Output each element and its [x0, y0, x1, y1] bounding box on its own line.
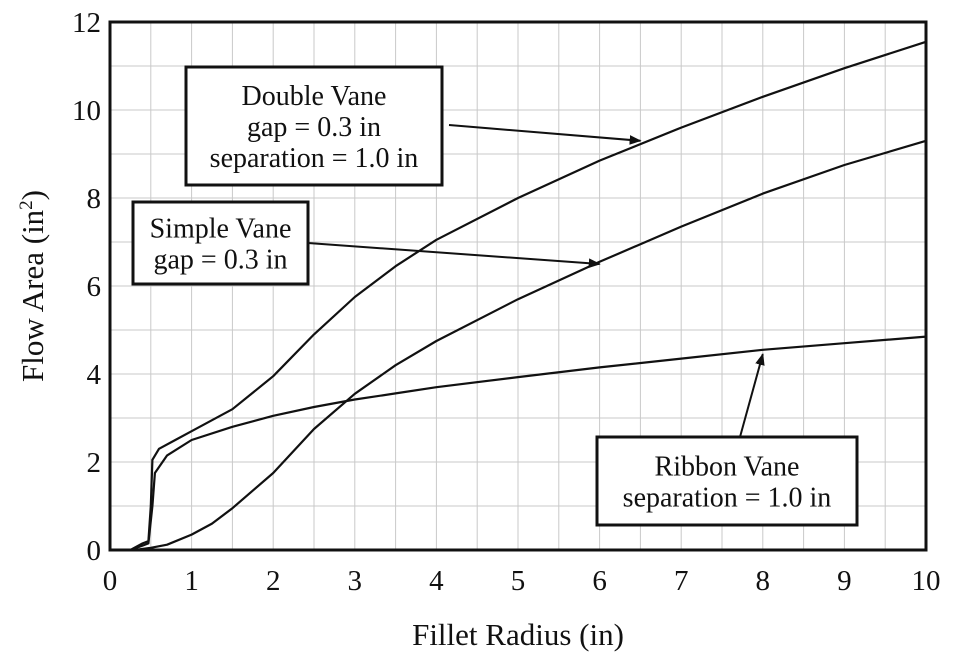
annotation-arrow — [448, 124, 642, 145]
x-tick-label: 5 — [511, 565, 526, 597]
annotation-box — [131, 200, 310, 286]
x-tick-label: 10 — [912, 565, 941, 597]
series-line-1 — [129, 40, 927, 551]
x-tick-label: 7 — [674, 565, 689, 597]
plot-frame — [108, 20, 928, 552]
annotation-arrow — [307, 242, 601, 269]
y-tick-label: 10 — [72, 95, 101, 127]
series-lines — [129, 40, 927, 552]
x-tick-label: 1 — [184, 565, 199, 597]
x-tick-label: 3 — [348, 565, 363, 597]
y-tick-label: 6 — [87, 271, 102, 303]
y-tick-label: 12 — [72, 7, 101, 39]
annotation-box — [184, 65, 444, 187]
series-line-3 — [134, 139, 927, 552]
annotation-text: gap = 0.3 in — [247, 112, 381, 143]
y-tick-label: 0 — [87, 535, 102, 567]
y-axis-label-superscript: 2 — [16, 200, 37, 210]
x-tick-label: 6 — [592, 565, 607, 597]
series-line-2 — [130, 335, 927, 552]
x-tick-label: 0 — [103, 565, 118, 597]
annotation-arrow — [739, 353, 765, 438]
annotation-text: gap = 0.3 in — [154, 245, 288, 276]
x-tick-label: 4 — [429, 565, 444, 597]
y-tick-label: 4 — [87, 359, 102, 391]
annotation-box — [595, 435, 859, 527]
x-tick-label: 9 — [837, 565, 852, 597]
y-tick-label: 2 — [87, 447, 102, 479]
annotation-text: separation = 1.0 in — [623, 483, 832, 514]
annotation-text: Double Vane — [242, 81, 387, 112]
annotation-text: Simple Vane — [150, 214, 292, 245]
annotation-text: Ribbon Vane — [655, 452, 800, 483]
y-axis-label-main: Flow Area (in — [15, 209, 50, 382]
y-axis-label-close: ) — [15, 190, 50, 200]
x-tick-label: 8 — [756, 565, 771, 597]
x-axis-label: Fillet Radius (in) — [412, 617, 624, 652]
y-tick-label: 8 — [87, 183, 102, 215]
y-axis-label: Flow Area (in2) — [15, 190, 50, 382]
annotation-text: separation = 1.0 in — [210, 143, 419, 174]
x-tick-label: 2 — [266, 565, 281, 597]
